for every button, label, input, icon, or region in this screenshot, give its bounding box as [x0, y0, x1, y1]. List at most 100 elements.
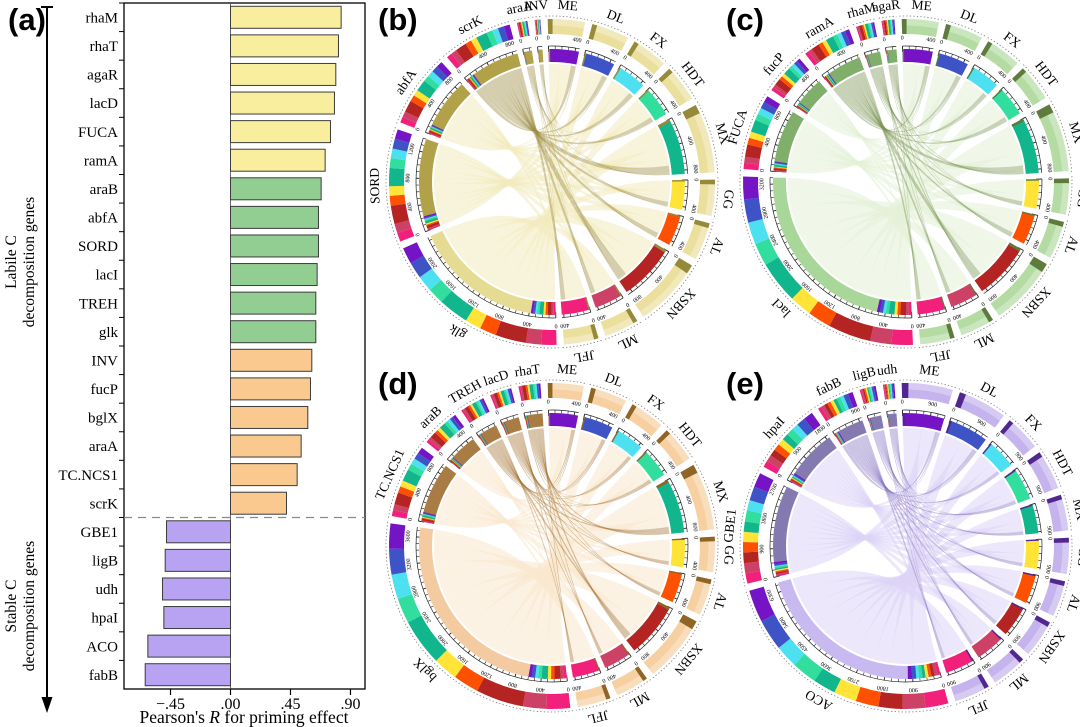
svg-text:ML: ML — [1006, 671, 1031, 695]
svg-text:ME: ME — [557, 0, 579, 14]
svg-text:DL: DL — [958, 6, 980, 26]
svg-text:0: 0 — [1027, 252, 1034, 258]
svg-text:0: 0 — [566, 685, 570, 691]
svg-text:1200: 1200 — [480, 669, 493, 680]
svg-text:TC.NCS1: TC.NCS1 — [58, 468, 118, 484]
svg-text:0: 0 — [814, 66, 820, 73]
svg-text:ME: ME — [911, 0, 932, 14]
svg-text:TREH: TREH — [79, 296, 118, 312]
svg-text:lacD: lacD — [482, 366, 511, 388]
svg-text:0: 0 — [652, 79, 658, 85]
svg-text:900: 900 — [1013, 452, 1023, 463]
labile-group-label-line2: decomposition genes — [21, 197, 38, 327]
svg-text:lacI: lacI — [768, 295, 793, 320]
svg-text:fucP: fucP — [760, 50, 788, 78]
svg-text:JFL: JFL — [929, 347, 953, 366]
svg-text:1800: 1800 — [761, 512, 769, 525]
svg-text:800: 800 — [987, 292, 998, 302]
svg-text:0: 0 — [519, 39, 523, 46]
svg-text:1800: 1800 — [814, 425, 827, 437]
svg-text:900: 900 — [1044, 564, 1051, 574]
svg-text:0: 0 — [1029, 111, 1036, 116]
svg-text:AL: AL — [1064, 593, 1080, 615]
svg-text:400: 400 — [1043, 202, 1050, 212]
svg-text:.00: .00 — [221, 696, 241, 713]
svg-text:400: 400 — [836, 49, 847, 58]
svg-text:800: 800 — [508, 680, 518, 688]
svg-text:−.45: −.45 — [156, 696, 185, 713]
svg-text:400: 400 — [764, 137, 772, 147]
svg-text:DL: DL — [605, 6, 627, 26]
bar-chart-plot: rhaM rhaT agaR lacD FUCA ramA araB abfA SORD lacI… — [58, 2, 366, 713]
svg-text:800: 800 — [1045, 163, 1052, 173]
svg-text:900: 900 — [928, 401, 938, 409]
svg-text:0: 0 — [689, 573, 695, 577]
svg-text:0: 0 — [1029, 611, 1036, 616]
svg-text:0: 0 — [650, 441, 656, 447]
svg-text:2700: 2700 — [847, 675, 860, 685]
svg-text:400: 400 — [571, 401, 581, 408]
svg-text:0: 0 — [584, 403, 588, 410]
svg-text:0: 0 — [688, 216, 695, 220]
svg-text:0: 0 — [554, 322, 557, 328]
svg-text:900: 900 — [759, 544, 765, 553]
svg-text:glk: glk — [99, 325, 119, 341]
svg-text:GG: GG — [721, 545, 737, 566]
panel-e-chord-diagram: 0 900ME0900DL0900FX0900HDT0900MX0900GG090… — [720, 361, 1080, 719]
svg-text:400: 400 — [691, 561, 698, 571]
svg-text:rhaT: rhaT — [90, 39, 118, 55]
svg-text:800: 800 — [851, 312, 862, 321]
svg-text:JFL: JFL — [572, 347, 595, 366]
svg-text:2000: 2000 — [783, 258, 795, 271]
svg-text:SORD: SORD — [78, 239, 118, 255]
svg-text:AL: AL — [1062, 234, 1080, 256]
svg-text:400: 400 — [996, 70, 1007, 80]
svg-text:GG: GG — [1074, 188, 1080, 209]
svg-text:2700: 2700 — [769, 483, 779, 496]
svg-text:400: 400 — [801, 74, 812, 85]
svg-text:0: 0 — [622, 55, 628, 62]
svg-text:400: 400 — [659, 630, 669, 641]
svg-text:ACO: ACO — [86, 639, 118, 655]
svg-text:FX: FX — [647, 29, 670, 52]
svg-text:0: 0 — [994, 432, 1000, 439]
svg-text:0: 0 — [911, 322, 914, 328]
svg-text:0: 0 — [1006, 79, 1012, 85]
svg-text:FX: FX — [1001, 29, 1024, 51]
svg-text:fucP: fucP — [91, 382, 119, 398]
svg-text:0: 0 — [901, 400, 904, 406]
svg-text:800: 800 — [692, 164, 699, 174]
svg-text:0: 0 — [673, 472, 680, 478]
svg-text:0: 0 — [1043, 575, 1050, 579]
svg-text:0: 0 — [1046, 537, 1052, 540]
svg-text:400: 400 — [640, 432, 651, 442]
svg-text:3200: 3200 — [406, 558, 413, 571]
svg-text:MX: MX — [710, 479, 731, 505]
svg-text:3600: 3600 — [405, 530, 412, 542]
svg-text:scrK: scrK — [90, 496, 118, 512]
svg-text:400: 400 — [916, 321, 926, 328]
x-axis-caption: Pearson's R for priming effect — [140, 707, 349, 727]
svg-text:400: 400 — [572, 37, 582, 44]
svg-text:0: 0 — [692, 178, 698, 181]
svg-text:JFL: JFL — [586, 707, 610, 727]
svg-text:900: 900 — [980, 660, 991, 670]
svg-text:900: 900 — [1045, 526, 1052, 536]
svg-text:3600: 3600 — [820, 660, 833, 672]
svg-text:0: 0 — [980, 300, 986, 307]
svg-text:abfA: abfA — [88, 211, 118, 227]
svg-text:GBE1: GBE1 — [81, 525, 119, 541]
svg-text:GG: GG — [720, 189, 737, 210]
chord-ribbons-e — [787, 427, 1024, 664]
svg-text:0: 0 — [585, 40, 589, 47]
svg-text:0: 0 — [520, 402, 524, 408]
svg-text:400: 400 — [1022, 99, 1032, 110]
svg-text:FX: FX — [645, 391, 668, 413]
svg-text:HDT: HDT — [1050, 447, 1077, 479]
svg-text:0: 0 — [1042, 215, 1049, 219]
svg-text:400: 400 — [668, 99, 678, 110]
group-arrow-head — [41, 697, 53, 713]
svg-text:bglX: bglX — [88, 411, 118, 427]
svg-text:400: 400 — [596, 312, 607, 321]
svg-text:0: 0 — [884, 401, 888, 407]
